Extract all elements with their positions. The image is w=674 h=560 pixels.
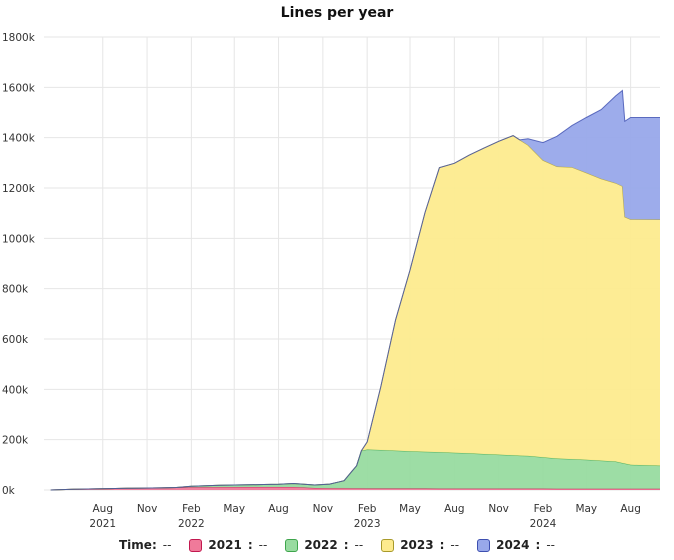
legend-time: Time: -- [119,538,171,552]
x-tick-label: Feb [358,503,377,515]
legend-swatch-2023 [381,538,395,552]
x-tick-label: May [223,503,245,515]
legend: Time: -- 2021: -- 2022: -- 2023: -- 2024… [0,538,674,552]
x-tick-year-label: 2022 [178,518,205,530]
line-2024 [50,89,660,491]
y-tick-label: 1800k [2,32,36,44]
y-tick-label: 200k [2,435,29,447]
y-tick-label: 1600k [2,82,36,94]
x-tick-year-label: 2023 [354,518,381,530]
area-2022 [50,449,660,490]
legend-time-label: Time: [119,538,157,552]
area-2023 [50,135,660,490]
x-tick-label: Feb [182,503,201,515]
x-tick-label: Nov [137,503,158,515]
legend-value-2023: -- [450,538,460,552]
x-tick-label: Aug [268,503,289,515]
legend-item-2024[interactable]: 2024: -- [477,538,555,552]
x-tick-label: Feb [534,503,553,515]
legend-label-2021: 2021 [208,538,242,552]
x-tick-label: May [399,503,421,515]
series-areas [50,89,661,491]
x-tick-label: Nov [313,503,334,515]
y-tick-label: 0k [2,485,16,497]
legend-label-2022: 2022 [304,538,338,552]
legend-value-2024: -- [546,538,555,552]
x-tick-label: Aug [93,503,114,515]
y-tick-label: 1200k [2,183,36,195]
legend-swatch-2021 [189,538,203,552]
x-tick-label: May [575,503,597,515]
area-2024 [50,90,660,490]
x-tick-year-label: 2021 [89,518,116,530]
axes: 0k 200k 400k 600k 800k 1000k 1200k 1400k 1600k 18… [2,32,641,530]
x-tick-label: Nov [488,503,509,515]
x-tick-year-label: 2024 [530,518,557,530]
y-tick-label: 800k [2,284,29,296]
x-tick-label: Aug [444,503,465,515]
chart-title: Lines per year [280,5,394,21]
legend-value-2021: -- [258,538,268,552]
legend-time-value: -- [162,538,172,552]
legend-value-2022: -- [354,538,364,552]
legend-item-2023[interactable]: 2023: -- [381,538,459,552]
legend-label-2023: 2023 [400,538,434,552]
legend-swatch-2024 [477,538,491,552]
legend-item-2022[interactable]: 2022: -- [285,538,363,552]
legend-label-2024: 2024 [496,538,530,552]
x-tick-label: Aug [620,503,641,515]
y-tick-label: 400k [2,384,29,396]
y-tick-label: 600k [2,334,29,346]
y-tick-label: 1400k [2,133,36,145]
legend-swatch-2022 [285,538,299,552]
y-tick-label: 1000k [2,233,36,245]
legend-item-2021[interactable]: 2021: -- [189,538,267,552]
